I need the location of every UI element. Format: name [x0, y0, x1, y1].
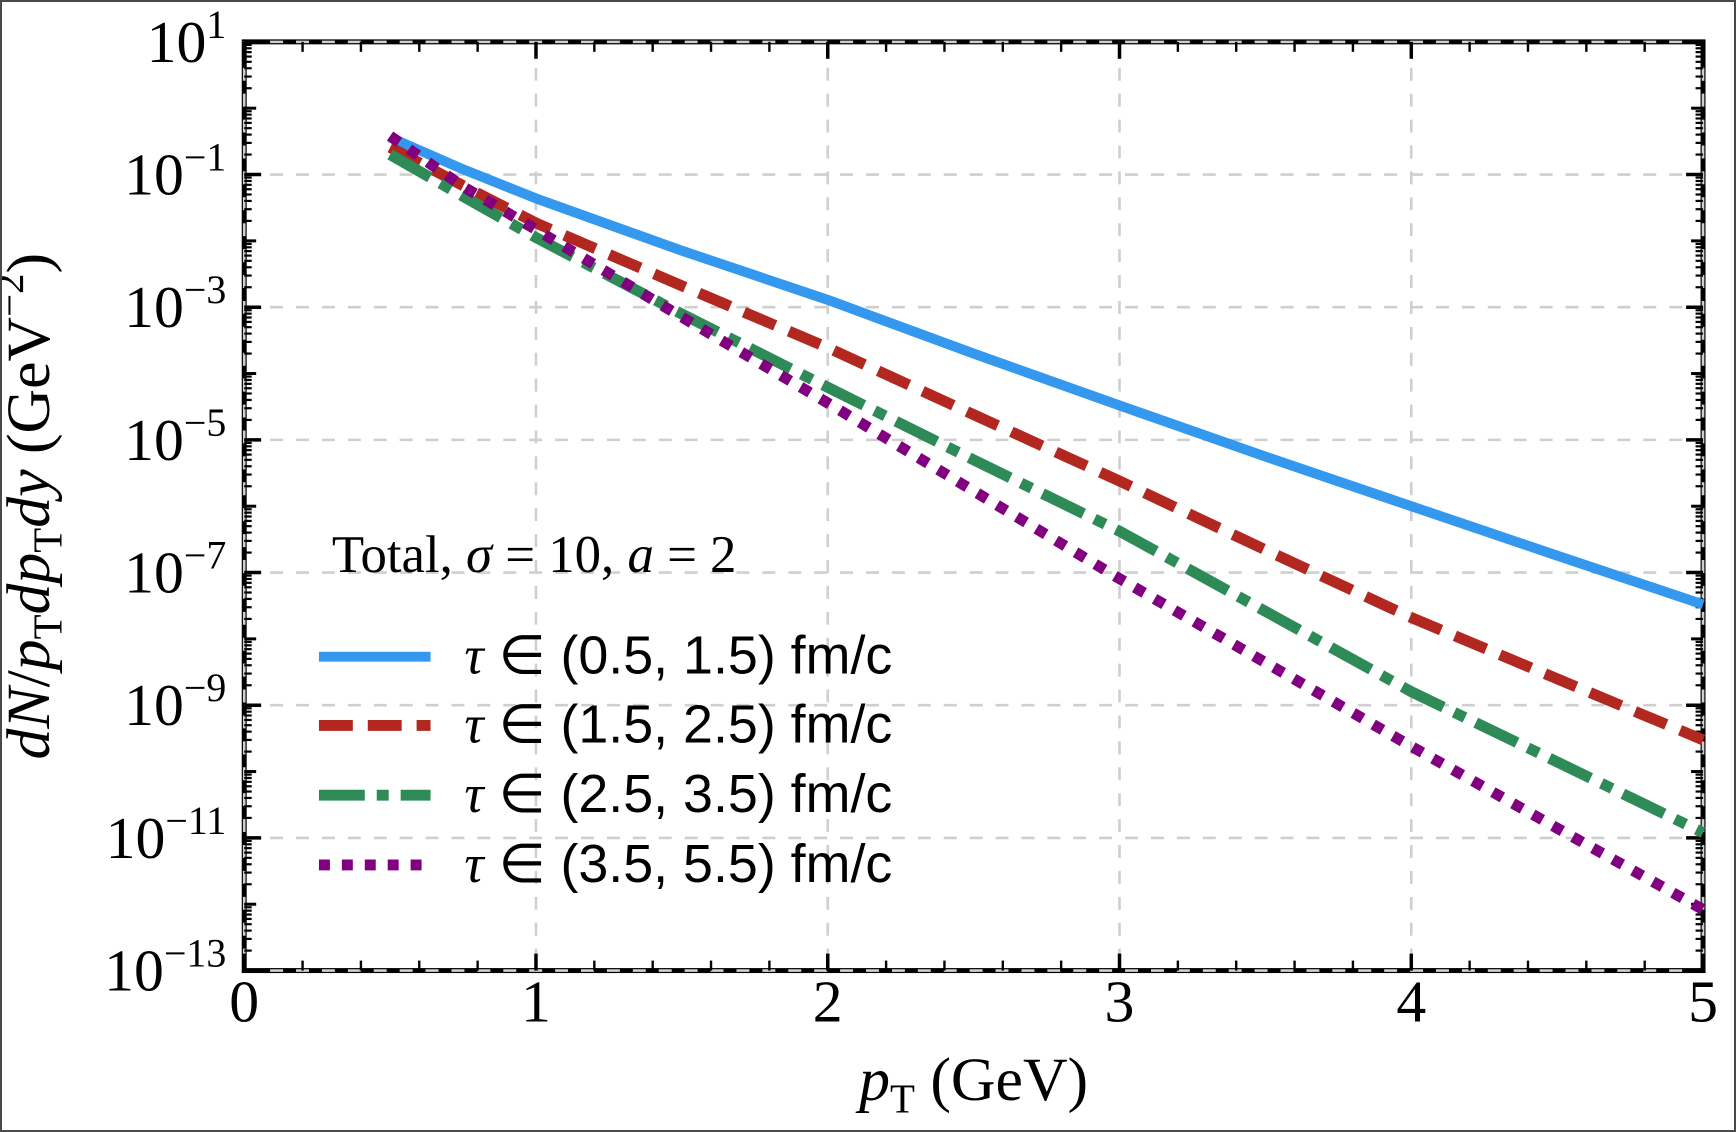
series-line-tau-0.5-1.5 — [388, 132, 1705, 610]
series-line-tau-3.5-5.5 — [386, 131, 1706, 915]
legend-label-tau-1.5-2.5: τ ∈ (1.5, 2.5) fm/c — [464, 694, 892, 754]
x-tick-labels: 0 1 2 3 4 5 — [229, 968, 1718, 1034]
y-tick-label-1e-9: 10−9 — [124, 665, 226, 738]
y-tick-label-1e-1: 10−1 — [124, 135, 226, 208]
y-tick-labels: 101 10−1 10−3 10−5 10−7 10−9 10−11 10−13 — [104, 2, 226, 1003]
legend-entry-tau-0.5-1.5: τ ∈ (0.5, 1.5) fm/c — [318, 626, 892, 686]
x-tick-label-0: 0 — [229, 968, 259, 1034]
legend-label-tau-2.5-3.5: τ ∈ (2.5, 3.5) fm/c — [464, 764, 892, 824]
legend-label-tau-3.5-5.5: τ ∈ (3.5, 5.5) fm/c — [464, 834, 892, 894]
y-tick-label-1e-11: 10−11 — [106, 798, 227, 871]
y-axis-title: dN/pTdpTdy (GeV−2) — [2, 253, 70, 760]
legend-entry-tau-2.5-3.5: τ ∈ (2.5, 3.5) fm/c — [318, 764, 892, 824]
series-line-tau-1.5-2.5 — [387, 142, 1706, 745]
y-tick-label-1e-7: 10−7 — [124, 533, 226, 606]
y-tick-label-1e-5: 10−5 — [124, 400, 226, 473]
series-line-tau-2.5-3.5 — [387, 149, 1706, 838]
x-tick-label-2: 2 — [813, 968, 843, 1034]
x-tick-label-1: 1 — [521, 968, 551, 1034]
legend: τ ∈ (0.5, 1.5) fm/c τ ∈ (1.5, 2.5) fm/c τ … — [318, 626, 892, 894]
x-tick-label-4: 4 — [1396, 968, 1426, 1034]
y-tick-label-1e1: 101 — [147, 2, 227, 75]
x-axis-title: pT (GeV) — [855, 1046, 1088, 1121]
x-tick-label-5: 5 — [1688, 968, 1718, 1034]
ticks — [242, 40, 1705, 973]
annotation-total-sigma-a: Total, σ = 10, a = 2 — [332, 526, 737, 584]
legend-label-tau-0.5-1.5: τ ∈ (0.5, 1.5) fm/c — [464, 626, 892, 686]
figure-background — [3, 2, 1733, 1130]
y-tick-label-1e-3: 10−3 — [124, 267, 226, 340]
legend-entry-tau-3.5-5.5: τ ∈ (3.5, 5.5) fm/c — [318, 834, 892, 894]
y-tick-label-1e-13: 10−13 — [104, 931, 226, 1004]
series-curves — [386, 131, 1706, 915]
legend-entry-tau-1.5-2.5: τ ∈ (1.5, 2.5) fm/c — [318, 694, 892, 754]
x-tick-label-3: 3 — [1105, 968, 1135, 1034]
